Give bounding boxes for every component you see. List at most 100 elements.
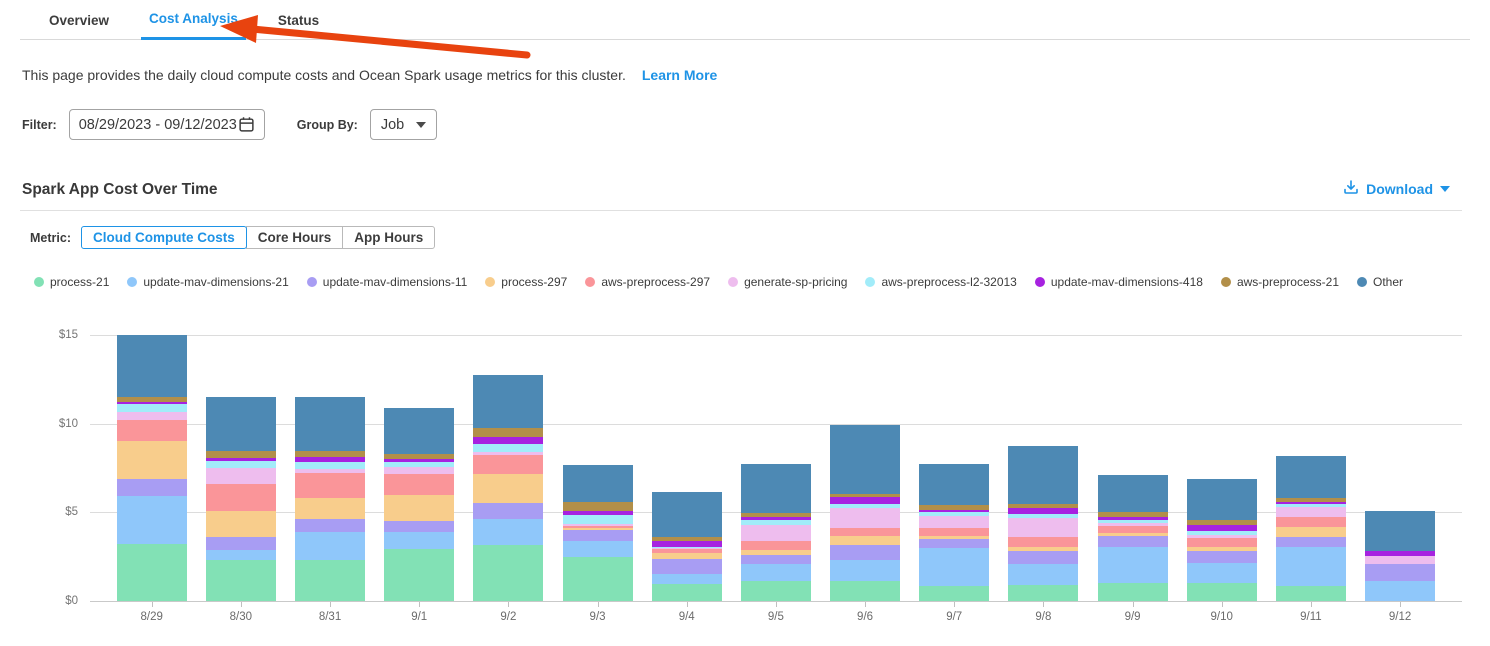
tab-bar: Overview Cost Analysis Status: [0, 0, 1490, 40]
page-description: This page provides the daily cloud compu…: [22, 67, 717, 83]
legend-label: aws-preprocess-297: [601, 275, 711, 289]
bar-segment-update-mav-dimensions-418: [473, 437, 544, 445]
bar-9-8: [1008, 445, 1079, 601]
bar-segment-process-297: [116, 441, 187, 479]
metric-option-core-hours[interactable]: Core Hours: [245, 226, 344, 249]
bar-segment-aws-preprocess-297: [651, 548, 722, 554]
date-range-picker[interactable]: 08/29/2023 - 09/12/2023: [68, 109, 265, 140]
bar-segment-update-mav-dimensions-418: [919, 509, 990, 513]
legend-item-other[interactable]: Other: [1357, 275, 1403, 289]
bar-segment-generate-sp-pricing: [1275, 507, 1346, 517]
bar-segment-aws-preprocess-297: [473, 454, 544, 475]
chevron-down-icon: [1440, 185, 1450, 192]
bar-segment-update-mav-dimensions-21: [473, 518, 544, 546]
download-label: Download: [1366, 180, 1433, 197]
bar-segment-update-mav-dimensions-418: [1275, 501, 1346, 505]
y-axis-tick-label: $10: [58, 417, 78, 430]
bar-segment-other: [1186, 478, 1257, 521]
legend-item-generate-sp-pricing[interactable]: generate-sp-pricing: [728, 275, 847, 289]
bar-segment-generate-sp-pricing: [1365, 555, 1436, 564]
download-icon: [1343, 179, 1359, 198]
x-axis-tick: [1221, 602, 1223, 607]
bar-segment-other: [1275, 455, 1346, 499]
x-axis-tick: [240, 602, 242, 607]
section-divider: [20, 210, 1462, 211]
bar-segment-process-297: [205, 510, 276, 538]
calendar-icon[interactable]: [238, 116, 255, 133]
legend-dot-icon: [1220, 277, 1231, 287]
bar-segment-aws-preprocess-l2-32013: [919, 512, 990, 516]
bar-segment-process-21: [740, 581, 811, 601]
bar-segment-process-21: [116, 544, 187, 601]
bar-segment-update-mav-dimensions-11: [740, 554, 811, 564]
download-button[interactable]: Download: [1343, 179, 1450, 198]
bar-segment-aws-preprocess-297: [205, 483, 276, 511]
bar-segment-aws-preprocess-21: [205, 451, 276, 459]
bar-segment-process-297: [651, 553, 722, 560]
bar-segment-aws-preprocess-l2-32013: [473, 444, 544, 453]
bar-segment-aws-preprocess-297: [1008, 537, 1079, 547]
legend-item-aws-preprocess-21[interactable]: aws-preprocess-21: [1220, 275, 1339, 289]
bar-segment-update-mav-dimensions-418: [651, 540, 722, 547]
y-axis-tick-label: $15: [58, 329, 78, 342]
bar-segment-aws-preprocess-21: [295, 451, 366, 457]
legend-item-update-mav-dimensions-418[interactable]: update-mav-dimensions-418: [1034, 275, 1203, 289]
bar-segment-other: [740, 463, 811, 514]
legend-item-update-mav-dimensions-21[interactable]: update-mav-dimensions-21: [127, 275, 289, 289]
bar-segment-update-mav-dimensions-21: [1365, 580, 1436, 601]
bar-segment-process-21: [295, 560, 366, 601]
bar-segment-aws-preprocess-l2-32013: [1008, 514, 1079, 518]
bar-segment-update-mav-dimensions-21: [116, 496, 187, 545]
bar-segment-update-mav-dimensions-21: [651, 574, 722, 585]
bar-segment-aws-preprocess-297: [1186, 538, 1257, 547]
x-axis-label: 9/5: [767, 611, 784, 623]
bar-segment-generate-sp-pricing: [116, 412, 187, 421]
legend-item-process-297[interactable]: process-297: [485, 275, 567, 289]
legend-dot-icon: [485, 277, 496, 287]
legend-label: update-mav-dimensions-21: [143, 275, 289, 289]
x-axis-tick: [1400, 602, 1402, 607]
bar-segment-update-mav-dimensions-418: [295, 456, 366, 462]
x-axis-tick: [1132, 602, 1134, 607]
bar-segment-other: [1365, 510, 1436, 551]
bar-segment-other: [651, 492, 722, 538]
tab-status[interactable]: Status: [277, 12, 320, 28]
bar-segment-aws-preprocess-l2-32013: [384, 461, 455, 468]
tab-cost-analysis[interactable]: Cost Analysis: [141, 0, 246, 40]
metric-option-cloud-compute-costs[interactable]: Cloud Compute Costs: [80, 226, 247, 249]
bar-segment-update-mav-dimensions-11: [830, 545, 901, 561]
bar-segment-update-mav-dimensions-21: [205, 550, 276, 561]
learn-more-link[interactable]: Learn More: [641, 67, 718, 83]
bar-9-5: [740, 463, 811, 601]
bar-segment-aws-preprocess-l2-32013: [116, 404, 187, 413]
bar-segment-process-297: [919, 536, 990, 539]
bar-8-30: [205, 397, 276, 601]
chart-legend: process-21 update-mav-dimensions-21 update…: [34, 275, 1421, 289]
x-axis-label: 8/30: [229, 611, 253, 623]
bar-segment-other: [1097, 475, 1168, 513]
filter-row: Filter: 08/29/2023 - 09/12/2023 Group By…: [22, 109, 437, 140]
legend-item-aws-preprocess-297[interactable]: aws-preprocess-297: [585, 275, 710, 289]
bar-segment-aws-preprocess-21: [1097, 512, 1168, 517]
legend-label: Other: [1373, 275, 1404, 289]
legend-item-aws-preprocess-l2-32013[interactable]: aws-preprocess-l2-32013: [865, 275, 1017, 289]
bar-segment-process-297: [384, 494, 455, 522]
legend-dot-icon: [127, 277, 138, 287]
tab-overview[interactable]: Overview: [49, 12, 110, 28]
bar-9-10: [1186, 478, 1257, 601]
bar-segment-aws-preprocess-297: [919, 528, 990, 537]
x-axis-label: 9/7: [946, 611, 963, 623]
bar-segment-aws-preprocess-297: [740, 540, 811, 551]
legend-item-update-mav-dimensions-11[interactable]: update-mav-dimensions-11: [306, 275, 467, 289]
bar-segment-update-mav-dimensions-11: [562, 530, 633, 541]
bar-segment-update-mav-dimensions-11: [1365, 563, 1436, 581]
bar-segment-aws-preprocess-297: [1097, 525, 1168, 533]
metric-option-app-hours[interactable]: App Hours: [342, 226, 436, 249]
group-by-select[interactable]: Job: [369, 109, 437, 140]
bar-segment-update-mav-dimensions-11: [1186, 551, 1257, 563]
x-axis-tick: [775, 602, 777, 607]
bar-segment-update-mav-dimensions-21: [1008, 563, 1079, 586]
bar-segment-update-mav-dimensions-418: [1008, 507, 1079, 515]
legend-item-process-21[interactable]: process-21: [34, 275, 109, 289]
